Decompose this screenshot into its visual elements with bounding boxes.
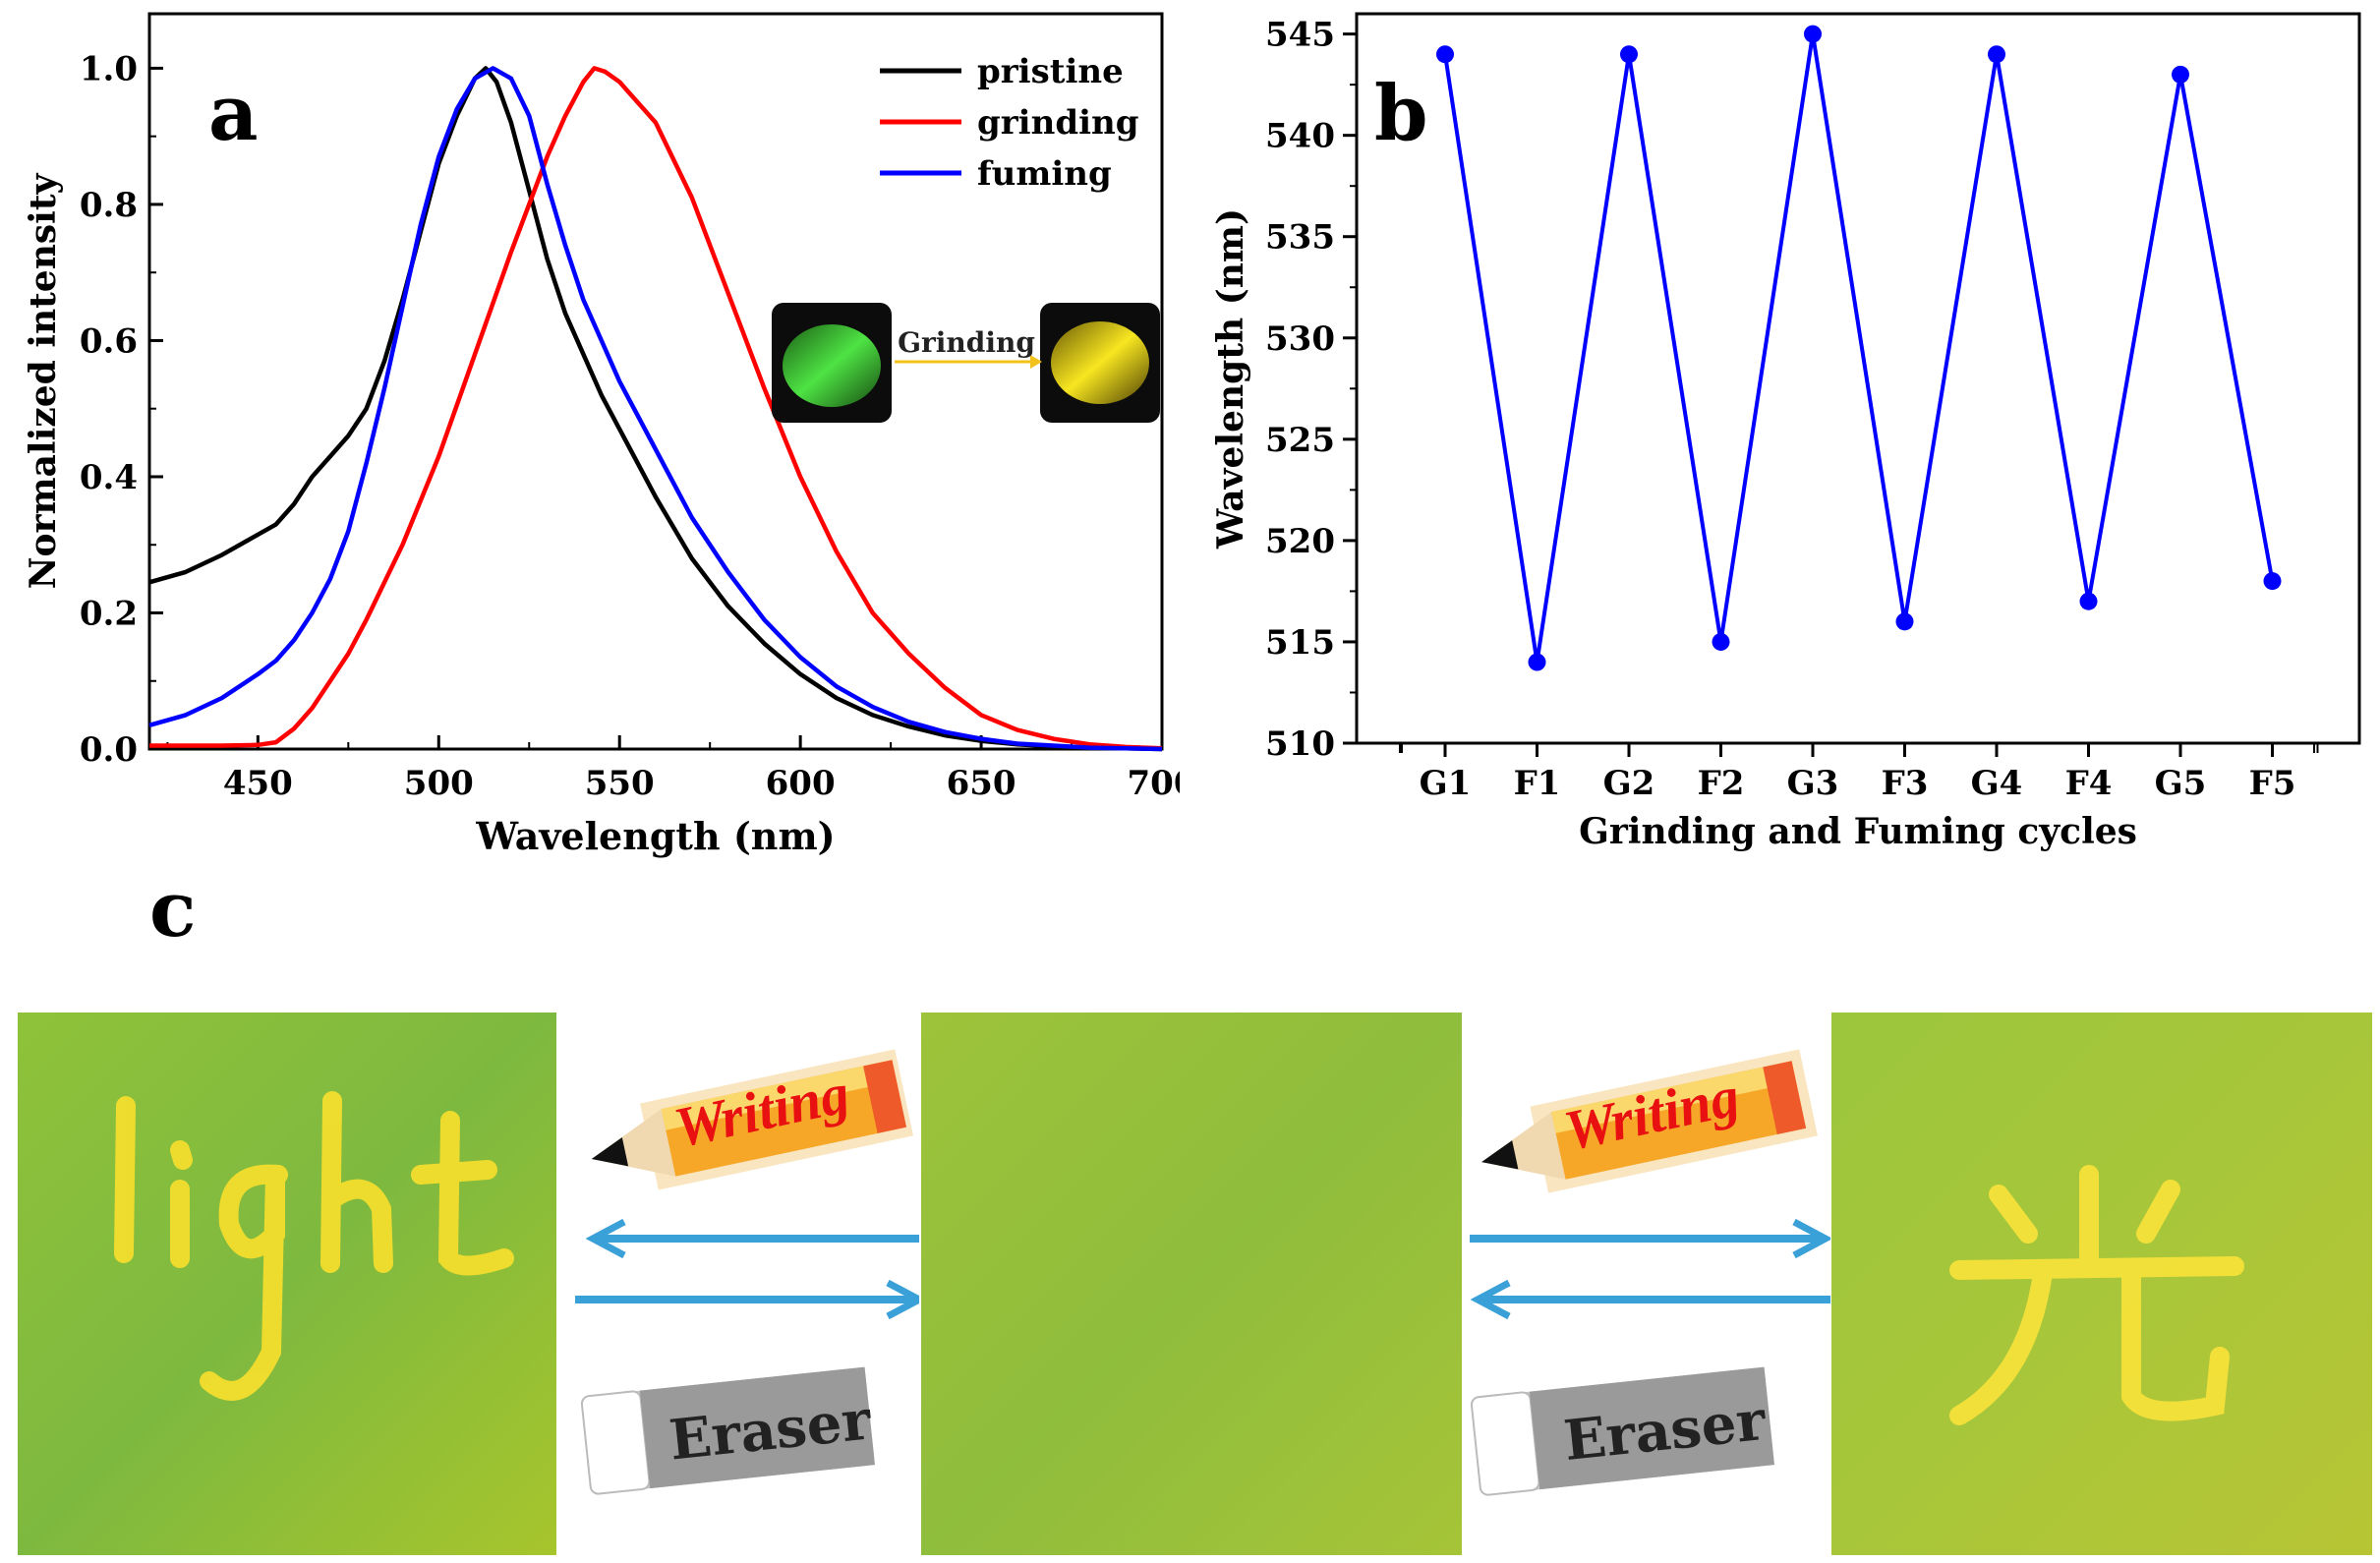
x-tick-label: 600 bbox=[766, 764, 836, 803]
x-tick-label: G1 bbox=[1420, 764, 1472, 803]
data-point-F1 bbox=[1528, 653, 1546, 671]
paper-middle bbox=[921, 1013, 1462, 1555]
inset-yellow-powder bbox=[1051, 321, 1149, 404]
x-tick-label: F5 bbox=[2249, 764, 2296, 803]
chart-b-axes: 510 515 520 525 530 535 540 545 G1 F1 G2 F2 G3 F3 G4 F4… bbox=[1210, 12, 2361, 852]
inset-arrow-head bbox=[1030, 355, 1042, 369]
chart-a: 450 500 550 600 650 700 0.0 0.2 0.4 0.6 0.8 1.0 Wave… bbox=[23, 12, 1180, 858]
data-point-G4 bbox=[1988, 45, 2005, 64]
pencil-icon-right bbox=[1481, 1049, 1818, 1193]
chart-a-inset: Grinding bbox=[772, 303, 1160, 423]
chart-a-legend: pristine grinding fuming bbox=[880, 52, 1139, 194]
x-tick-label: 700 bbox=[1128, 764, 1180, 803]
data-point-F5 bbox=[2263, 572, 2282, 591]
inset-green-powder bbox=[783, 324, 881, 407]
y-tick-label: 515 bbox=[1265, 623, 1335, 663]
x-tick-label: 450 bbox=[223, 764, 293, 803]
connector-left: Writing Eraser bbox=[575, 1049, 919, 1495]
chart-a-axes: 450 500 550 600 650 700 0.0 0.2 0.4 0.6 0.8 1.0 Wave… bbox=[23, 12, 1180, 858]
y-tick-label: 540 bbox=[1265, 117, 1335, 156]
legend-label-pristine: pristine bbox=[977, 52, 1124, 91]
photo-guang-writing: 光 bbox=[1831, 1013, 2372, 1555]
x-tick-label: F1 bbox=[1514, 764, 1561, 803]
data-point-F3 bbox=[1895, 612, 1914, 631]
x-axis-label: Wavelength (nm) bbox=[475, 814, 835, 858]
eraser-icon-right bbox=[1470, 1366, 1774, 1496]
pencil-icon bbox=[591, 1049, 913, 1190]
paper-left: light bbox=[18, 1013, 556, 1555]
x-axis-label: Grinding and Fuming cycles bbox=[1579, 811, 2137, 852]
photo-light-writing: light bbox=[18, 1013, 556, 1555]
arrows-left bbox=[575, 1218, 919, 1320]
ink-guang bbox=[1949, 1165, 2244, 1425]
x-tick-label: G3 bbox=[1787, 764, 1839, 803]
x-tick-label: 550 bbox=[585, 764, 655, 803]
data-point-G1 bbox=[1436, 45, 1454, 64]
y-axis-label: Normalized intensity bbox=[23, 173, 64, 590]
chart-b-series bbox=[1436, 25, 2282, 671]
data-point-G3 bbox=[1804, 25, 1822, 43]
panel-c-label: c bbox=[149, 865, 197, 955]
eraser-icon bbox=[580, 1366, 875, 1495]
series-fuming bbox=[148, 66, 1163, 752]
x-tick-label: F2 bbox=[1698, 764, 1745, 803]
ink-light bbox=[114, 1091, 514, 1401]
x-tick-label: F3 bbox=[1882, 764, 1929, 803]
legend-label-fuming: fuming bbox=[977, 154, 1112, 194]
data-point-G2 bbox=[1620, 45, 1638, 64]
panel-b-label: b bbox=[1374, 69, 1428, 158]
x-tick-label: G5 bbox=[2155, 764, 2207, 803]
x-tick-label: G4 bbox=[1971, 764, 2023, 803]
y-axis-label: Wavelength (nm) bbox=[1210, 208, 1251, 550]
data-point-F2 bbox=[1712, 632, 1730, 651]
chart-b-frame bbox=[1355, 12, 2361, 745]
chart-b: 510 515 520 525 530 535 540 545 G1 F1 G2 F2 G3 F3 G4 F4… bbox=[1210, 12, 2361, 852]
x-tick-label: 650 bbox=[947, 764, 1016, 803]
arrows-right bbox=[1470, 1218, 1830, 1320]
y-tick-label: 520 bbox=[1265, 522, 1335, 561]
y-tick-label: 1.0 bbox=[80, 49, 138, 88]
y-tick-label: 525 bbox=[1265, 421, 1335, 460]
y-tick-label: 0.2 bbox=[80, 594, 138, 633]
panel-a-label: a bbox=[208, 69, 259, 158]
y-tick-label: 0.6 bbox=[80, 321, 138, 361]
connector-right: Writing Eraser bbox=[1470, 1049, 1830, 1496]
series-grinding bbox=[149, 66, 1163, 751]
x-tick-label: G2 bbox=[1603, 764, 1655, 803]
y-tick-label: 545 bbox=[1265, 16, 1335, 55]
legend-label-grinding: grinding bbox=[977, 103, 1139, 143]
inset-grinding-label: Grinding bbox=[898, 326, 1035, 359]
series-wavelength-line bbox=[1443, 31, 2275, 665]
data-point-G5 bbox=[2172, 65, 2189, 84]
data-point-F4 bbox=[2079, 592, 2098, 610]
y-tick-label: 0.0 bbox=[80, 730, 138, 770]
y-tick-label: 535 bbox=[1265, 218, 1335, 258]
series-pristine bbox=[148, 66, 1163, 752]
y-tick-label: 530 bbox=[1265, 319, 1335, 359]
x-tick-label: F4 bbox=[2065, 764, 2113, 803]
photo-blank bbox=[921, 1013, 1462, 1555]
y-tick-label: 0.8 bbox=[80, 186, 138, 225]
chart-a-series bbox=[148, 66, 1163, 752]
chart-a-frame bbox=[147, 12, 1164, 751]
x-tick-label: 500 bbox=[404, 764, 474, 803]
y-tick-label: 510 bbox=[1265, 724, 1335, 764]
paper-right: 光 bbox=[1831, 1013, 2372, 1555]
y-tick-label: 0.4 bbox=[80, 458, 138, 497]
